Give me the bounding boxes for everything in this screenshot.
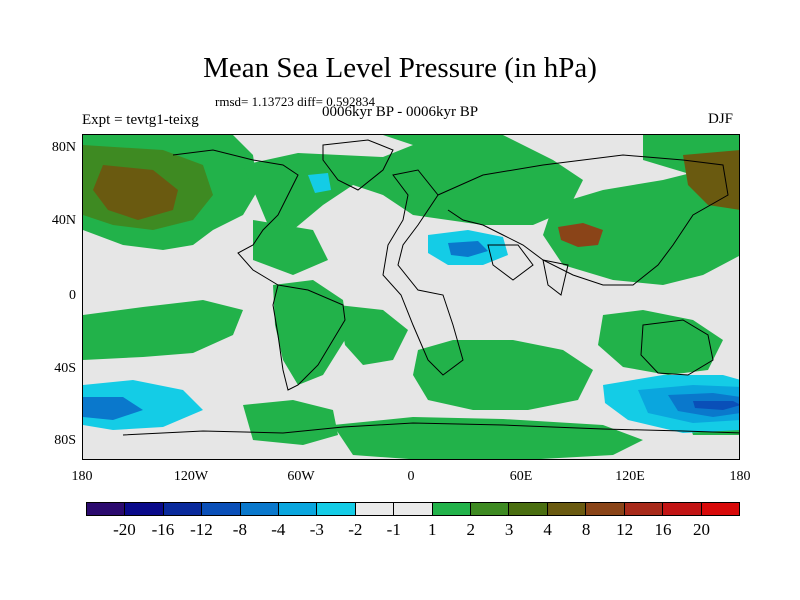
experiment-label: Expt = tevtg1-teixg	[82, 112, 199, 128]
colorbar-box-12	[547, 503, 587, 515]
australia-coastline	[640, 319, 714, 376]
colorbar-label-9: 2	[466, 520, 475, 539]
colorbar-label-12: 8	[581, 520, 591, 539]
tropical-pacific-green-region	[83, 300, 243, 360]
mediterranean-blue-core	[448, 241, 488, 257]
colorbar-label-15: 20	[693, 520, 711, 539]
india-coastline	[542, 259, 569, 296]
colorbar-box-9	[432, 503, 472, 515]
greenland-coastline	[322, 139, 394, 191]
colorbar-box-10	[471, 503, 510, 515]
southern-pacific-green-region	[243, 400, 338, 445]
colorbar-label-11: 4	[543, 520, 552, 539]
lat-tick-0: 0	[69, 288, 76, 303]
europe-africa-coastline	[382, 169, 464, 376]
chart-title: Mean Sea Level Pressure (in hPa)	[203, 52, 597, 84]
eurasia-coastline	[437, 154, 729, 286]
antarctica-coastline	[122, 422, 739, 436]
colorbar-label-3: -8	[232, 520, 247, 539]
colorbar-box-16	[701, 503, 739, 515]
north-america-green-region	[253, 220, 328, 275]
lat-tick-80n: 80N	[51, 140, 76, 155]
south-america-coastline	[272, 284, 346, 391]
north-atlantic-green-region	[243, 135, 583, 230]
period-label: 0006kyr BP - 0006kyr BP	[322, 104, 479, 120]
south-atlantic-green-region	[338, 305, 408, 365]
lon-tick-120w: 120W	[173, 469, 209, 484]
arabia-coastline	[487, 244, 534, 281]
colorbar-box-14	[624, 503, 664, 515]
colorbar	[86, 502, 740, 516]
colorbar-box-7	[355, 503, 395, 515]
colorbar-box-1	[125, 503, 164, 515]
north-pacific-brown-core	[93, 165, 178, 220]
colorbar-box-3	[202, 503, 241, 515]
stats-label: rmsd= 1.13723 diff= 0.592834	[215, 94, 375, 109]
lon-tick-180w: 180	[71, 469, 93, 484]
colorbar-label-4: -4	[271, 520, 286, 539]
indian-ocean-green-region	[413, 340, 593, 410]
lat-tick-40n: 40N	[51, 213, 76, 228]
colorbar-box-0	[87, 503, 126, 515]
colorbar-box-5	[279, 503, 318, 515]
lon-tick-60e: 60E	[509, 469, 533, 484]
coastlines	[122, 139, 739, 436]
asia-green-region	[543, 165, 739, 285]
colorbar-label-10: 3	[504, 520, 514, 539]
lon-tick-120e: 120E	[615, 469, 645, 484]
tibet-rust-region	[558, 223, 603, 247]
siberia-brown-region	[683, 150, 739, 210]
south-america-green-region	[273, 280, 348, 385]
map-canvas	[83, 135, 739, 459]
colorbar-label-1: -16	[151, 520, 175, 539]
colorbar-label-7: -1	[386, 520, 401, 539]
colorbar-box-2	[163, 503, 203, 515]
lon-tick-0: 0	[407, 469, 415, 484]
colorbar-label-8: 1	[427, 520, 437, 539]
season-label: DJF	[708, 111, 734, 127]
colorbar-label-13: 12	[616, 520, 634, 539]
north-america-coastline	[172, 149, 299, 286]
colorbar-label-5: -3	[309, 520, 324, 539]
arctic-cyan-patch	[308, 173, 331, 193]
colorbar-label-6: -2	[348, 520, 363, 539]
colorbar-label-2: -12	[190, 520, 213, 539]
lon-tick-180e: 180	[729, 469, 751, 484]
colorbar-box-8	[394, 503, 433, 515]
lat-tick-40s: 40S	[54, 361, 76, 376]
colorbar-box-4	[240, 503, 280, 515]
australia-green-region	[598, 310, 723, 375]
lon-tick-60w: 60W	[287, 469, 315, 484]
southern-ocean-blue-core-west	[83, 397, 143, 420]
colorbar-label-0: -20	[113, 520, 136, 539]
colorbar-box-6	[317, 503, 356, 515]
colorbar-box-11	[509, 503, 548, 515]
pressure-anomaly-map	[82, 134, 740, 460]
colorbar-box-13	[586, 503, 625, 515]
colorbar-box-15	[663, 503, 702, 515]
colorbar-label-14: 16	[654, 520, 672, 539]
southern-ocean-deep-blue-core	[693, 401, 739, 410]
lat-tick-80s: 80S	[54, 433, 76, 448]
